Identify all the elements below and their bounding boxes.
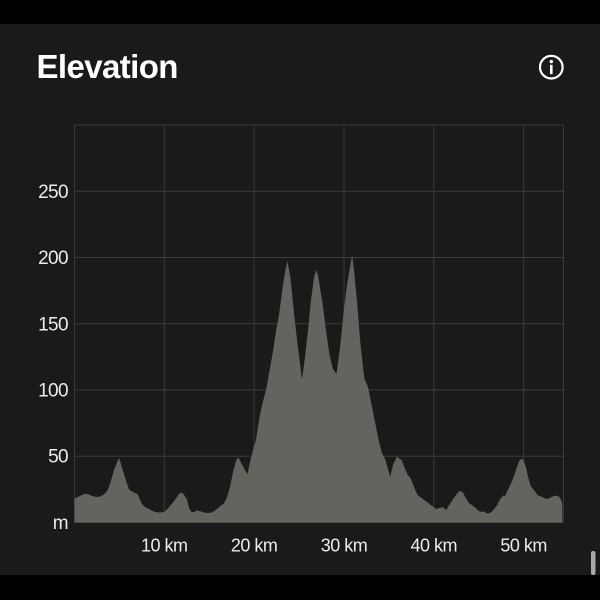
svg-text:250: 250 [38,182,68,203]
svg-text:50 km: 50 km [500,536,547,556]
svg-text:20 km: 20 km [231,536,278,556]
svg-text:200: 200 [38,248,68,269]
svg-text:50: 50 [48,446,68,467]
svg-text:m: m [53,513,68,534]
svg-text:100: 100 [38,381,68,402]
svg-text:30 km: 30 km [321,536,368,556]
svg-text:40 km: 40 km [411,536,458,556]
svg-text:150: 150 [38,315,68,336]
svg-text:10 km: 10 km [141,536,188,556]
